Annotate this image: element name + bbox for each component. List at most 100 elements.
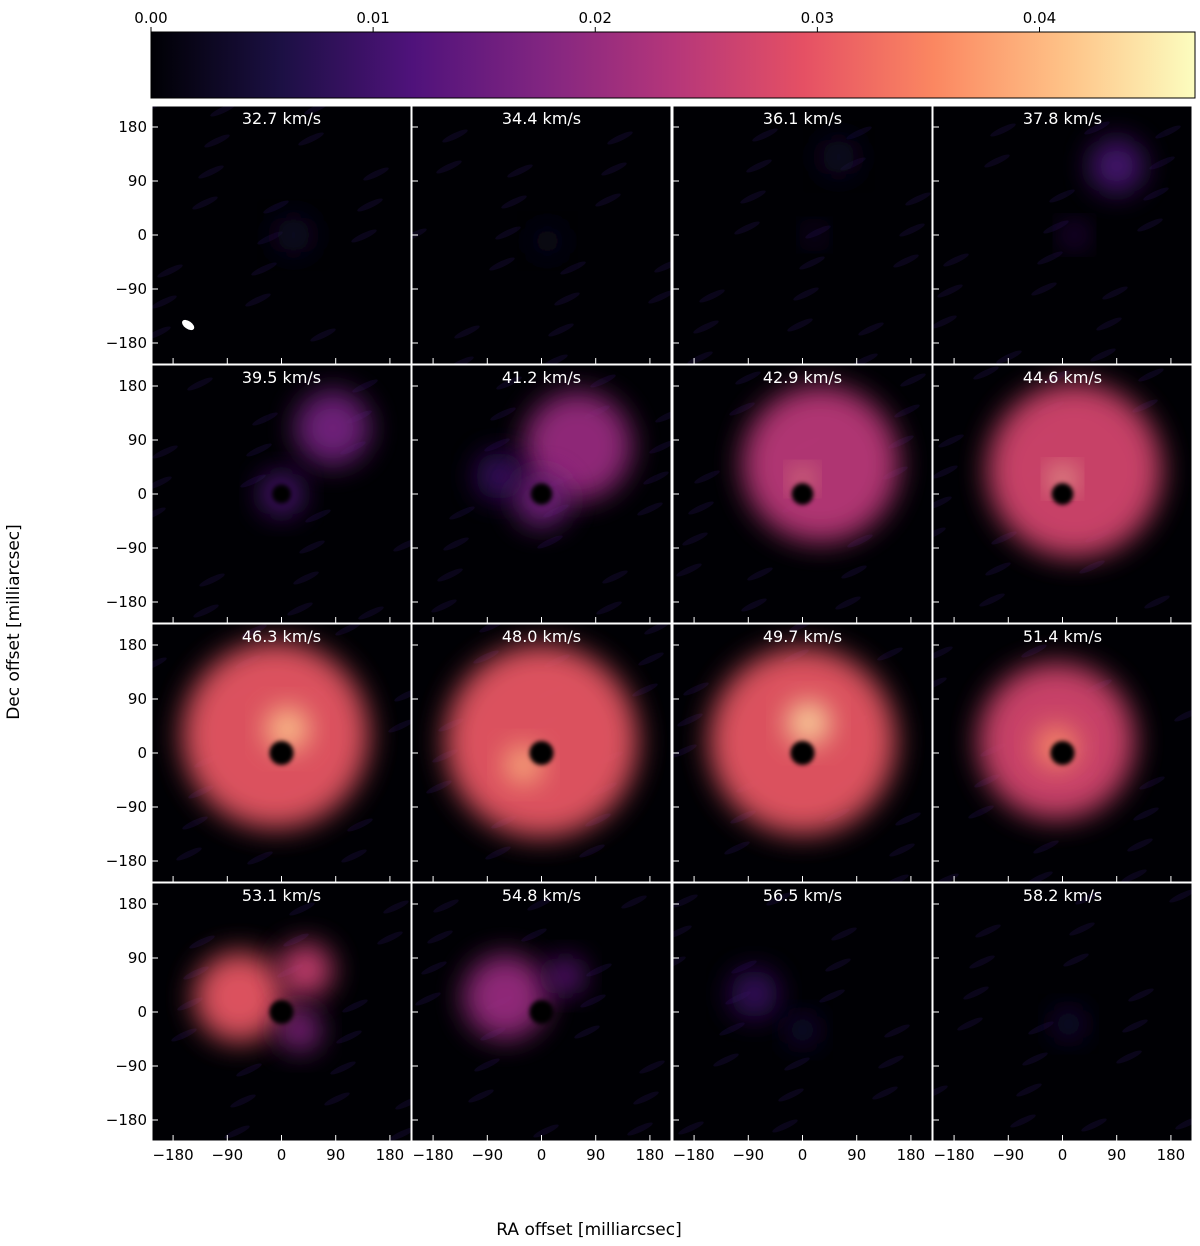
noise-streak — [389, 1127, 411, 1141]
noise-streak — [426, 780, 452, 794]
noise-streak — [688, 501, 714, 515]
x-tick-label: −90 — [211, 1146, 243, 1164]
noise-streak — [852, 353, 878, 364]
central-absorption — [1050, 740, 1075, 766]
noise-streak — [574, 1025, 600, 1039]
noise-streak — [596, 601, 622, 615]
y-tick-label: −180 — [106, 852, 147, 870]
noise-streak — [1128, 988, 1154, 1002]
noise-streak — [678, 1121, 704, 1135]
noise-streak — [877, 647, 903, 661]
emission-feature — [194, 951, 285, 1043]
emission-feature — [805, 225, 824, 245]
noise-streak — [1027, 871, 1053, 882]
noise-streak — [905, 192, 931, 206]
noise-streak — [468, 1089, 494, 1103]
noise-streak — [1132, 399, 1158, 413]
noise-streak — [1079, 560, 1105, 574]
noise-streak — [152, 295, 177, 309]
noise-streak — [778, 1088, 804, 1102]
colorbar-gradient — [150, 31, 1196, 99]
noise-streak — [835, 596, 861, 610]
noise-streak — [996, 350, 1022, 364]
noise-streak — [394, 688, 411, 702]
noise-streak — [415, 992, 441, 1006]
noise-streak — [637, 502, 663, 516]
noise-streak — [858, 322, 884, 336]
noise-streak — [247, 851, 273, 865]
emission-feature — [1063, 224, 1086, 246]
emission-feature — [523, 391, 632, 501]
emission-feature — [1089, 138, 1144, 194]
noise-streak — [682, 532, 708, 546]
colorbar-tick-label: 0.02 — [579, 9, 612, 27]
x-tick-label: −90 — [992, 1146, 1024, 1164]
y-tick-label: −90 — [115, 539, 147, 557]
noise-streak — [1137, 218, 1163, 232]
panel-velocity-label: 54.8 km/s — [502, 886, 581, 905]
noise-streak — [358, 606, 384, 620]
noise-streak — [752, 128, 778, 142]
noise-streak — [357, 198, 383, 212]
panel-background — [933, 106, 1192, 364]
y-tick-label: 90 — [128, 690, 147, 708]
channel-panel: 56.5 km/s −180 −90 0 90 180 — [672, 882, 933, 1164]
panel-velocity-label: 51.4 km/s — [1023, 627, 1102, 646]
x-tick-label: 180 — [897, 1146, 926, 1164]
noise-streak — [1169, 889, 1192, 903]
emission-feature — [547, 957, 584, 995]
noise-streak — [183, 966, 209, 980]
noise-streak — [1081, 1118, 1107, 1132]
noise-streak — [633, 1091, 659, 1105]
noise-streak — [189, 935, 215, 949]
noise-streak — [336, 1030, 362, 1044]
y-tick-label: −90 — [115, 1057, 147, 1075]
noise-streak — [421, 961, 447, 975]
central-absorption — [1051, 483, 1074, 505]
noise-streak — [649, 440, 671, 454]
noise-streak — [933, 496, 952, 510]
panel-velocity-label: 36.1 km/s — [763, 109, 842, 128]
noise-streak — [933, 465, 958, 479]
noise-streak — [176, 847, 202, 861]
colorbar: 0.00 0.01 0.02 0.03 0.04 — [134, 9, 1196, 99]
noise-streak — [580, 994, 606, 1008]
channel-panel: 53.1 km/s 180 90 0 −90 −180 −180 −90 0 90 180 — [106, 882, 412, 1164]
noise-streak — [236, 1063, 262, 1077]
noise-streak — [542, 354, 568, 364]
noise-streak — [1096, 317, 1122, 331]
noise-streak — [341, 849, 367, 863]
x-tick-label: 180 — [636, 1146, 665, 1164]
noise-streak — [490, 407, 516, 421]
noise-streak — [602, 570, 628, 584]
emission-feature — [787, 1014, 818, 1046]
noise-streak — [677, 713, 703, 727]
noise-streak — [1069, 922, 1095, 936]
noise-streak — [789, 624, 815, 632]
noise-streak — [449, 506, 475, 520]
panel-background — [673, 883, 932, 1141]
noise-streak — [287, 602, 313, 616]
noise-streak — [427, 930, 453, 944]
central-absorption — [529, 740, 554, 766]
y-tick-label: −90 — [115, 280, 147, 298]
channel-panel: 46.3 km/s 180 90 0 −90 −180 — [106, 623, 412, 883]
noise-streak — [943, 253, 969, 267]
emission-feature — [792, 469, 813, 489]
central-absorption — [530, 483, 553, 505]
noise-streak — [152, 326, 171, 340]
noise-streak — [579, 844, 605, 858]
x-tick-label: −180 — [673, 1146, 714, 1164]
x-tick-label: 0 — [277, 1146, 287, 1164]
noise-streak — [342, 999, 368, 1013]
noise-streak — [899, 223, 925, 237]
noise-streak — [643, 471, 669, 485]
noise-streak — [351, 229, 377, 243]
noise-streak — [847, 534, 873, 548]
noise-streak — [431, 599, 457, 613]
noise-streak — [193, 604, 219, 618]
central-absorption — [529, 999, 554, 1025]
colorbar-tick-label: 0.04 — [1023, 9, 1056, 27]
channel-panel: 39.5 km/s 180 90 0 −90 −180 — [106, 364, 412, 624]
